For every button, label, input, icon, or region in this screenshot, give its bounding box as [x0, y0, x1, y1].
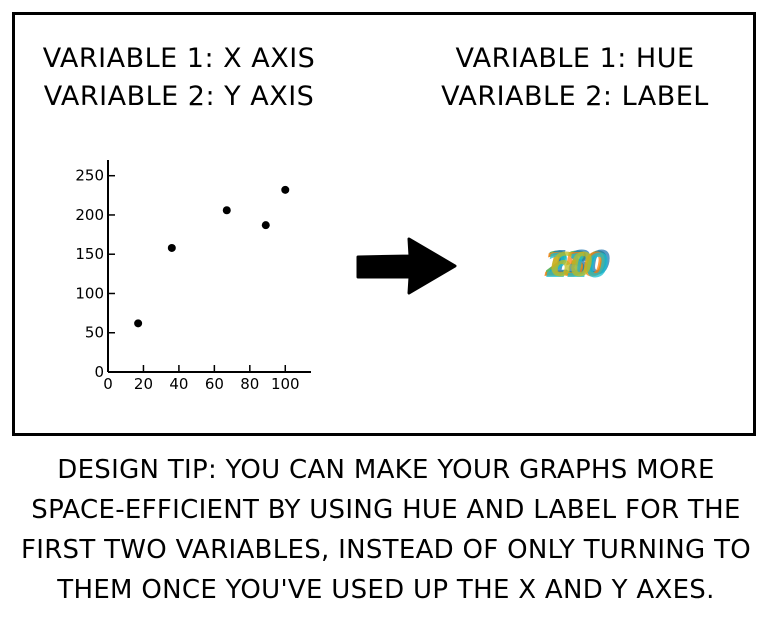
x-tick-label: 20 — [134, 375, 153, 393]
hue-label-layer: 60 — [550, 245, 593, 284]
x-tick-label: 100 — [271, 375, 300, 393]
hue-label-layer: 210 — [546, 246, 609, 285]
data-point — [134, 319, 143, 328]
right-heading-line1: VARIABLE 1: HUE — [455, 43, 695, 74]
hue-label-layer: 180 — [548, 243, 611, 282]
caption-line3: FIRST TWO VARIABLES, INSTEAD OF ONLY TUR… — [20, 535, 752, 565]
right-heading: VARIABLE 1: HUE VARIABLE 2: LABEL — [430, 40, 720, 116]
y-tick-label: 250 — [75, 167, 104, 185]
y-tick-label: 150 — [75, 245, 104, 263]
data-point — [281, 185, 290, 194]
x-tick-label: 0 — [103, 375, 113, 393]
left-heading-line2: VARIABLE 2: Y AXIS — [43, 81, 315, 112]
hue-label-layer: 230 — [545, 244, 608, 283]
y-tick-label: 50 — [85, 324, 104, 342]
data-point — [261, 221, 270, 230]
y-tick-label: 100 — [75, 284, 104, 302]
comic-panel — [12, 12, 756, 436]
y-tick-label: 0 — [94, 363, 104, 381]
x-tick-label: 80 — [240, 375, 259, 393]
y-tick-label: 200 — [75, 206, 104, 224]
hue-label-layer: 150 — [543, 245, 606, 284]
caption-line4: THEM ONCE YOU'VE USED UP THE X AND Y AXE… — [57, 575, 715, 605]
right-arrow-icon — [356, 237, 457, 295]
data-point — [222, 206, 231, 215]
x-tick-label: 60 — [205, 375, 224, 393]
right-heading-line2: VARIABLE 2: LABEL — [441, 81, 709, 112]
left-heading: VARIABLE 1: X AXIS VARIABLE 2: Y AXIS — [34, 40, 324, 116]
data-point — [167, 243, 176, 252]
merged-hue-label: 230 180 150 210 60 — [535, 240, 635, 290]
scatter-plot: 0 20 40 60 80 100 0 50 100 150 200 250 — [75, 160, 311, 393]
left-heading-line1: VARIABLE 1: X AXIS — [42, 43, 316, 74]
caption-line2: SPACE-EFFICIENT BY USING HUE AND LABEL F… — [31, 495, 741, 525]
caption-line1: DESIGN TIP: YOU CAN MAKE YOUR GRAPHS MOR… — [57, 455, 715, 485]
x-tick-label: 40 — [169, 375, 188, 393]
caption: DESIGN TIP: YOU CAN MAKE YOUR GRAPHS MOR… — [0, 450, 772, 610]
